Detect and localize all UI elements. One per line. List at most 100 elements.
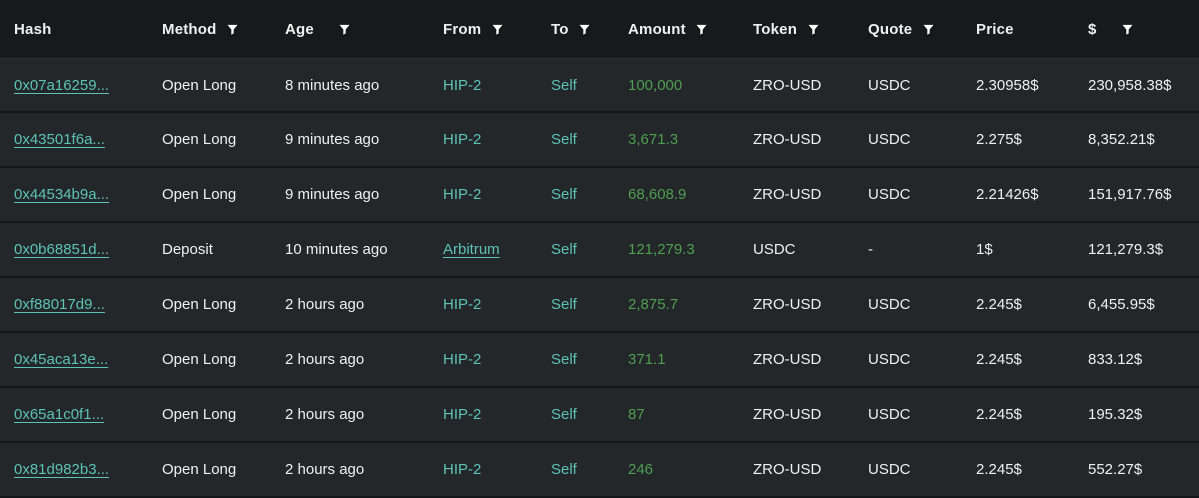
tx-hash-link[interactable]: 0x81d982b3...: [14, 461, 110, 478]
table-body: 0x07a16259... Open Long 8 minutes ago HI…: [0, 58, 1199, 498]
table-row: 0x45aca13e... Open Long 2 hours ago HIP-…: [0, 333, 1199, 388]
to-link[interactable]: Self: [551, 351, 577, 368]
amount-cell: 3,671.3: [628, 131, 679, 148]
hash-cell: 0x44534b9a...: [14, 186, 162, 203]
column-label-quote: Quote: [868, 20, 913, 38]
to-link[interactable]: Self: [551, 131, 577, 148]
column-header-age: Age: [285, 20, 443, 38]
amount-cell: 121,279.3: [628, 241, 695, 258]
method-cell: Open Long: [162, 76, 237, 94]
quote-cell: USDC: [868, 186, 911, 203]
usd-cell: 552.27$: [1088, 461, 1143, 478]
method-cell: Deposit: [162, 241, 213, 258]
from-link[interactable]: HIP-2: [443, 131, 482, 148]
filter-icon[interactable]: [336, 20, 354, 38]
usd-cell: 121,279.3$: [1088, 241, 1164, 258]
method-cell: Open Long: [162, 131, 237, 148]
quote-cell: USDC: [868, 406, 911, 423]
age-cell: 2 hours ago: [285, 406, 365, 423]
table-row: 0x43501f6a... Open Long 9 minutes ago HI…: [0, 113, 1199, 168]
from-link[interactable]: HIP-2: [443, 76, 482, 94]
column-label-method: Method: [162, 20, 217, 38]
column-header-amount: Amount: [628, 20, 753, 38]
filter-icon[interactable]: [1119, 20, 1137, 38]
from-cell: HIP-2: [443, 351, 551, 368]
from-link[interactable]: HIP-2: [443, 461, 482, 478]
token-cell: ZRO-USD: [753, 351, 822, 368]
tx-hash-link[interactable]: 0xf88017d9...: [14, 296, 105, 313]
table-row: 0x07a16259... Open Long 8 minutes ago HI…: [0, 58, 1199, 113]
from-cell: Arbitrum: [443, 241, 551, 258]
to-link[interactable]: Self: [551, 186, 577, 203]
table-row: 0xf88017d9... Open Long 2 hours ago HIP-…: [0, 278, 1199, 333]
column-label-from: From: [443, 20, 482, 38]
to-link[interactable]: Self: [551, 241, 577, 258]
amount-cell: 2,875.7: [628, 296, 679, 313]
token-cell: ZRO-USD: [753, 296, 822, 313]
tx-hash-link[interactable]: 0x07a16259...: [14, 76, 110, 94]
to-cell: Self: [551, 461, 628, 478]
to-link[interactable]: Self: [551, 461, 577, 478]
from-link[interactable]: Arbitrum: [443, 241, 500, 258]
filter-icon[interactable]: [919, 20, 937, 38]
to-link[interactable]: Self: [551, 76, 577, 94]
filter-icon[interactable]: [804, 20, 822, 38]
tx-hash-link[interactable]: 0x0b68851d...: [14, 241, 110, 258]
filter-icon[interactable]: [693, 20, 711, 38]
hash-cell: 0x45aca13e...: [14, 351, 162, 368]
price-cell: 2.245$: [976, 351, 1022, 368]
age-cell: 2 hours ago: [285, 461, 365, 478]
filter-icon[interactable]: [576, 20, 594, 38]
quote-cell: USDC: [868, 131, 911, 148]
hash-cell: 0x65a1c0f1...: [14, 406, 162, 423]
filter-icon[interactable]: [488, 20, 506, 38]
from-link[interactable]: HIP-2: [443, 296, 482, 313]
from-link[interactable]: HIP-2: [443, 406, 482, 423]
amount-cell: 68,608.9: [628, 186, 687, 203]
price-cell: 2.275$: [976, 131, 1022, 148]
tx-hash-link[interactable]: 0x44534b9a...: [14, 186, 110, 203]
token-cell: ZRO-USD: [753, 461, 822, 478]
age-cell: 2 hours ago: [285, 296, 365, 313]
from-link[interactable]: HIP-2: [443, 186, 482, 203]
age-cell: 9 minutes ago: [285, 131, 380, 148]
price-cell: 2.245$: [976, 406, 1022, 423]
table-row: 0x0b68851d... Deposit 10 minutes ago Arb…: [0, 223, 1199, 278]
tx-hash-link[interactable]: 0x65a1c0f1...: [14, 406, 105, 423]
column-header-from: From: [443, 20, 551, 38]
method-cell: Open Long: [162, 406, 237, 423]
from-cell: HIP-2: [443, 77, 551, 94]
table-row: 0x65a1c0f1... Open Long 2 hours ago HIP-…: [0, 388, 1199, 443]
hash-cell: 0x43501f6a...: [14, 131, 162, 148]
column-label-hash: Hash: [14, 20, 52, 38]
column-header-token: Token: [753, 20, 868, 38]
token-cell: ZRO-USD: [753, 131, 822, 148]
table-header-row: Hash Method Age From To Amount Token Quo…: [0, 0, 1199, 58]
to-link[interactable]: Self: [551, 406, 577, 423]
age-cell: 8 minutes ago: [285, 76, 380, 94]
from-cell: HIP-2: [443, 406, 551, 423]
column-label-age: Age: [285, 20, 314, 38]
tx-hash-link[interactable]: 0x43501f6a...: [14, 131, 105, 148]
table-row: 0x81d982b3... Open Long 2 hours ago HIP-…: [0, 443, 1199, 498]
to-cell: Self: [551, 241, 628, 258]
filter-icon[interactable]: [224, 20, 242, 38]
from-cell: HIP-2: [443, 131, 551, 148]
age-cell: 10 minutes ago: [285, 241, 388, 258]
from-link[interactable]: HIP-2: [443, 351, 482, 368]
usd-cell: 8,352.21$: [1088, 131, 1155, 148]
column-label-price: Price: [976, 20, 1014, 38]
method-cell: Open Long: [162, 351, 237, 368]
column-header-quote: Quote: [868, 20, 976, 38]
usd-cell: 195.32$: [1088, 406, 1143, 423]
quote-cell: USDC: [868, 461, 911, 478]
token-cell: ZRO-USD: [753, 186, 822, 203]
token-cell: ZRO-USD: [753, 76, 822, 94]
to-link[interactable]: Self: [551, 296, 577, 313]
column-header-usd: $: [1088, 20, 1199, 38]
price-cell: 1$: [976, 241, 993, 258]
tx-hash-link[interactable]: 0x45aca13e...: [14, 351, 109, 368]
quote-cell: USDC: [868, 351, 911, 368]
method-cell: Open Long: [162, 461, 237, 478]
usd-cell: 833.12$: [1088, 351, 1143, 368]
